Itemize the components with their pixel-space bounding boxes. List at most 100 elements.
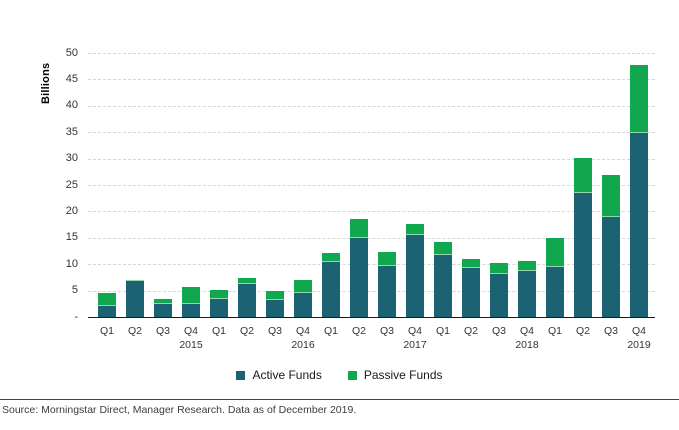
bar-segment-active: [602, 217, 620, 317]
year-label-2016: 2016: [291, 339, 315, 351]
x-tick-Q1-2015: Q1: [99, 325, 114, 337]
x-tick-Q2-2019: Q2: [575, 325, 590, 337]
gridline-40: [88, 105, 655, 107]
bar-segment-active: [154, 304, 172, 317]
bar-segment-passive: [462, 258, 480, 269]
bar-Q3-2018: [490, 263, 508, 317]
x-tick-Q4-2017: Q4: [407, 325, 422, 337]
y-tick-label-45: 45: [65, 72, 78, 85]
x-axis-line: [88, 317, 655, 318]
y-tick-label-40: 40: [65, 99, 78, 112]
bar-segment-passive: [378, 251, 396, 267]
bar-Q4-2016: [294, 280, 312, 317]
bar-segment-active: [182, 304, 200, 317]
x-tick-Q1-2016: Q1: [211, 325, 226, 337]
year-label-2019: 2019: [627, 339, 651, 351]
bar-Q3-2015: [154, 298, 172, 317]
bar-segment-passive: [210, 289, 228, 300]
x-tick-Q3-2019: Q3: [603, 325, 618, 337]
bar-Q1-2015: [98, 293, 116, 317]
year-label-2018: 2018: [515, 339, 539, 351]
x-tick-Q3-2015: Q3: [155, 325, 170, 337]
bar-segment-passive: [126, 279, 144, 281]
x-tick-Q1-2019: Q1: [547, 325, 562, 337]
y-tick-label-35: 35: [65, 125, 78, 138]
bar-Q4-2019: [630, 65, 648, 317]
bar-segment-passive: [602, 174, 620, 218]
year-label-2017: 2017: [403, 339, 427, 351]
bar-segment-active: [238, 284, 256, 317]
passive-funds-swatch: [347, 370, 357, 380]
bar-segment-active: [210, 299, 228, 317]
bar-segment-active: [98, 306, 116, 317]
gridline-45: [88, 79, 655, 81]
x-tick-Q2-2015: Q2: [127, 325, 142, 337]
legend-item-passive: Passive Funds: [347, 368, 443, 382]
bar-Q4-2018: [518, 261, 536, 317]
bar-segment-active: [546, 266, 564, 317]
bar-Q2-2016: [238, 277, 256, 317]
bar-Q1-2018: [434, 241, 452, 317]
bar-segment-passive: [574, 157, 592, 194]
gridline-20: [88, 211, 655, 213]
gridline-10: [88, 264, 655, 266]
bar-segment-active: [126, 280, 144, 317]
y-tick-label-50: 50: [65, 46, 78, 59]
bar-segment-passive: [154, 298, 172, 305]
y-tick-label-5: 5: [71, 284, 78, 297]
y-tick-label-0: -: [74, 310, 78, 323]
bar-segment-passive: [238, 277, 256, 285]
x-tick-Q2-2017: Q2: [351, 325, 366, 337]
bar-segment-active: [406, 234, 424, 317]
bar-segment-active: [322, 262, 340, 317]
bar-Q1-2016: [210, 289, 228, 317]
bar-segment-passive: [294, 280, 312, 293]
plot-area: Billions -5 10 15 20 25 30 35 40 45 50 Q1 Q2 Q3 Q4 20…: [40, 46, 655, 351]
y-tick-label-30: 30: [65, 152, 78, 165]
bar-segment-passive: [322, 252, 340, 263]
year-label-2015: 2015: [179, 339, 203, 351]
bar-Q1-2017: [322, 252, 340, 317]
bar-segment-passive: [546, 237, 564, 267]
bar-Q3-2017: [378, 251, 396, 317]
x-tick-Q3-2016: Q3: [267, 325, 282, 337]
bar-Q3-2016: [266, 291, 284, 317]
x-tick-Q2-2018: Q2: [463, 325, 478, 337]
bar-segment-passive: [406, 223, 424, 235]
bar-segment-active: [462, 268, 480, 317]
bar-segment-passive: [630, 65, 648, 134]
legend-item-active: Active Funds: [236, 368, 322, 382]
gridline-30: [88, 158, 655, 160]
x-tick-Q3-2017: Q3: [379, 325, 394, 337]
gridline-5: [88, 290, 655, 292]
gridline-50: [88, 53, 655, 54]
bar-segment-active: [266, 299, 284, 317]
bar-Q2-2015: [126, 279, 144, 317]
bar-segment-passive: [518, 261, 536, 272]
bar-segment-active: [434, 254, 452, 317]
bar-segment-passive: [98, 293, 116, 307]
bar-Q2-2019: [574, 157, 592, 317]
bar-segment-active: [294, 292, 312, 317]
bar-Q4-2015: [182, 287, 200, 317]
bar-Q1-2019: [546, 237, 564, 317]
gridline-25: [88, 185, 655, 186]
bar-Q4-2017: [406, 223, 424, 317]
bar-segment-active: [574, 193, 592, 317]
y-tick-label-20: 20: [65, 204, 78, 217]
active-funds-label: Active Funds: [252, 368, 322, 382]
bar-Q2-2017: [350, 219, 368, 317]
x-tick-Q1-2018: Q1: [435, 325, 450, 337]
x-tick-Q4-2016: Q4: [295, 325, 310, 337]
bar-segment-passive: [350, 219, 368, 238]
source-attribution: Source: Morningstar Direct, Manager Rese…: [2, 404, 357, 416]
bar-segment-active: [490, 274, 508, 317]
gridline-15: [88, 237, 655, 239]
x-tick-Q1-2017: Q1: [323, 325, 338, 337]
bar-segment-active: [518, 271, 536, 317]
bar-segment-passive: [490, 263, 508, 275]
bar-segment-active: [350, 237, 368, 317]
bar-segment-passive: [182, 287, 200, 305]
gridline-35: [88, 132, 655, 134]
